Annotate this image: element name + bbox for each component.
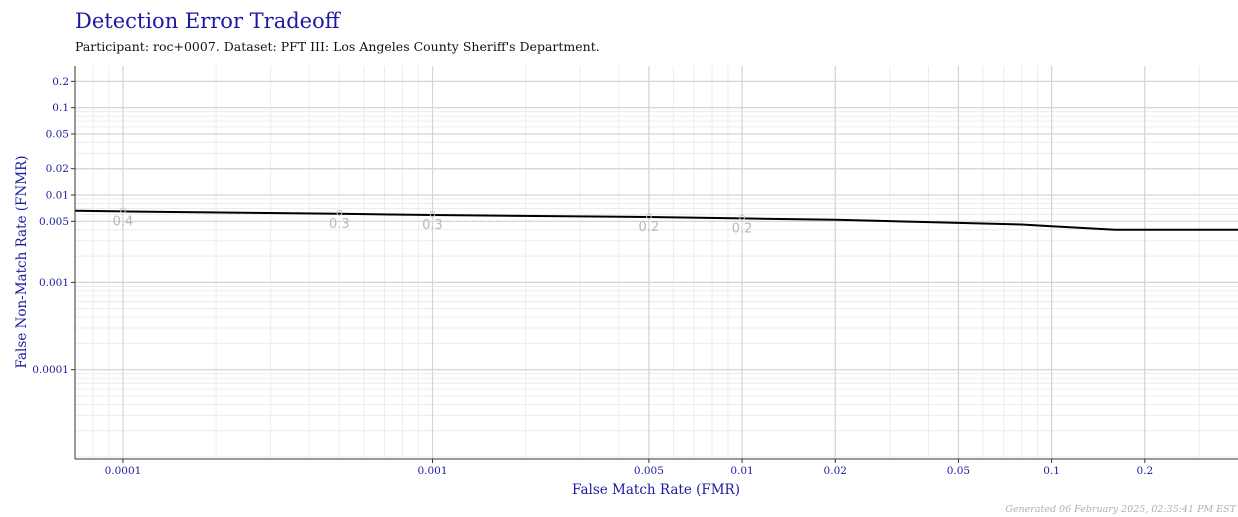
threshold-label: 0.3 [329,217,350,232]
threshold-marker [336,209,343,216]
det-curve [74,209,1238,231]
y-tick-label: 0.2 [52,76,69,88]
x-tick-label: 0.2 [1136,465,1153,477]
chart-subtitle: Participant: roc+0007. Dataset: PFT III:… [75,39,600,54]
threshold-label: 0.2 [732,221,753,236]
y-tick-label: 0.005 [39,216,69,228]
x-tick-label: 0.1 [1043,465,1060,477]
x-tick-label: 0.005 [634,465,664,477]
threshold-marker [645,213,652,220]
x-tick-label: 0.05 [947,465,970,477]
y-tick-label: 0.001 [39,277,69,289]
threshold-label: 0.3 [422,218,443,233]
y-tick-label: 0.05 [46,128,69,140]
det-series [74,209,1238,231]
threshold-marker [119,207,126,214]
x-tick-label: 0.02 [824,465,847,477]
major-grid [75,66,1238,459]
threshold-marker [429,211,436,218]
y-axis-label: False Non-Match Rate (FNMR) [14,156,30,369]
generated-timestamp: Generated 06 February 2025, 02:35:41 PM … [1005,504,1236,515]
threshold-label: 0.2 [639,220,660,235]
threshold-annotations: 0.4 0.3 0.3 0.2 0.2 [113,207,753,236]
threshold-marker [739,214,746,221]
minor-grid [74,66,1238,459]
x-axis-ticks: 0.0001 0.001 0.005 0.01 0.02 0.05 0.1 0.2 [105,459,1153,477]
x-axis-label: False Match Rate (FMR) [572,482,740,498]
threshold-label: 0.4 [113,214,134,229]
x-tick-label: 0.0001 [105,465,142,477]
y-tick-label: 0.0001 [32,364,69,376]
y-tick-label: 0.01 [46,190,69,202]
y-tick-label: 0.1 [52,102,69,114]
chart-title: Detection Error Tradeoff [75,9,342,33]
x-tick-label: 0.01 [730,465,753,477]
x-tick-label: 0.001 [417,465,447,477]
y-tick-label: 0.02 [46,163,69,175]
y-axis-ticks: 0.2 0.1 0.05 0.02 0.01 0.005 0.001 0.0001 [32,76,75,376]
